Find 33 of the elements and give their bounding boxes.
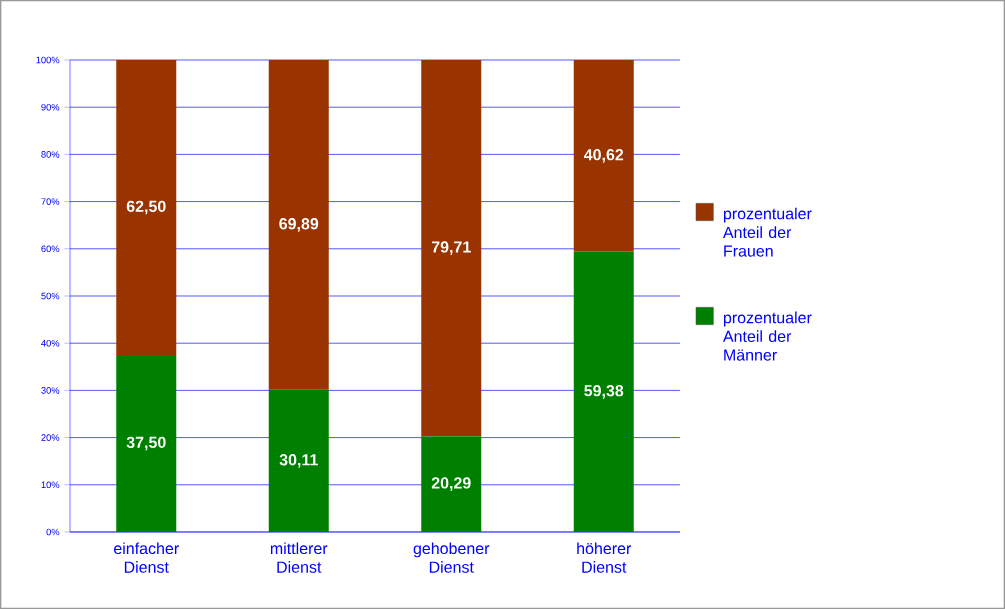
y-tick-label: 40% [41, 339, 60, 347]
y-tick-label: 20% [41, 434, 60, 441]
bar [116, 59, 177, 355]
y-tick-label: 0% [46, 528, 60, 536]
data-label: 69,89 [279, 218, 319, 232]
x-tick-label: gehobener Dienst [413, 542, 490, 573]
data-label: 79,71 [431, 241, 471, 255]
y-tick-label: 100% [36, 56, 60, 64]
bar [421, 59, 482, 437]
y-tick-label: 10% [41, 481, 60, 489]
bar [268, 59, 329, 390]
y-tick-label: 80% [41, 151, 60, 158]
data-label: 59,38 [584, 385, 624, 399]
legend-label: prozentualer Anteil der Männer [722, 311, 812, 361]
x-tick-label: höherer Dienst [577, 542, 632, 573]
data-label: 62,50 [126, 200, 166, 215]
legend-label: prozentualer Anteil der Frauen [722, 207, 812, 257]
y-tick-label: 70% [41, 198, 60, 205]
y-tick-label: 50% [41, 292, 60, 300]
y-tick-label: 30% [41, 387, 60, 394]
y-tick-label: 90% [41, 103, 60, 111]
bar [116, 354, 177, 532]
x-tick-label: einfacher Dienst [114, 542, 179, 573]
data-label: 20,29 [431, 477, 471, 491]
bar [268, 389, 329, 532]
x-tick-label: mittlerer Dienst [270, 542, 328, 573]
bar [573, 251, 634, 532]
bar [573, 59, 634, 252]
data-label: 30,11 [279, 454, 318, 468]
data-label: 37,50 [126, 436, 166, 451]
bar [421, 436, 482, 532]
data-label: 40,62 [583, 149, 624, 163]
y-tick-label: 60% [41, 245, 60, 253]
